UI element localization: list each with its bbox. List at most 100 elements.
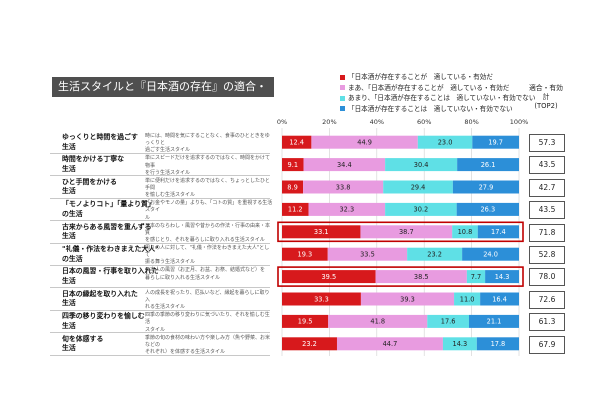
bar-segment	[385, 158, 458, 172]
bar-segment	[360, 225, 453, 239]
row-divider	[50, 287, 270, 289]
legend-item: あまり、「日本酒が存在することは 適していない・有効でない	[340, 93, 535, 104]
bar-segment	[472, 135, 519, 149]
data-label: 33.5	[360, 251, 375, 259]
bar-segment	[282, 180, 304, 194]
bar-segment	[282, 202, 309, 216]
bar-segment	[456, 202, 519, 216]
data-label: 38.7	[399, 228, 414, 236]
table-row: ひと手間をかける 生活 単に便利だけを追求するのではなく、ちょっとしたひと手間 を愉し…	[50, 177, 570, 199]
data-label: 39.3	[400, 295, 415, 303]
data-label: 39.5	[321, 273, 336, 281]
top2-value: 67.9	[529, 335, 565, 354]
bar-segment	[282, 270, 376, 284]
data-label: 32.3	[339, 206, 354, 214]
bar-segment	[311, 135, 418, 149]
data-label: 14.3	[495, 273, 510, 281]
legend-swatch	[340, 95, 345, 101]
legend-item: 「日本酒が存在することが 適している・有効だ	[340, 72, 535, 83]
highlight-box	[277, 266, 524, 287]
top2-header-line1: 適合・有効	[529, 84, 563, 92]
lifestyle-description: 季節の旬の食材の味わい方や楽しみ方（魚や野菜、お米などの それぞれ）を体感する生活…	[145, 334, 271, 355]
data-label: 8.9	[287, 183, 298, 191]
x-tick-label: 20%	[322, 118, 336, 126]
top2-header: 適合・有効 計 (TOP2)	[525, 84, 567, 111]
bar-segment	[407, 247, 463, 261]
data-label: 21.1	[487, 318, 502, 326]
x-tick-label: 60%	[417, 118, 431, 126]
data-label: 24.0	[483, 251, 498, 259]
data-label: 26.3	[480, 206, 495, 214]
data-label: 9.1	[288, 161, 299, 169]
lifestyle-description: 四季の季節の移り変わりに気づいたり、それを愉しむ生活 スタイル	[145, 312, 270, 333]
data-label: 19.7	[488, 139, 503, 147]
lifestyle-label: 日本の縁起を取り入れた 生活	[62, 289, 138, 308]
bar-segment	[466, 270, 486, 284]
bar-segment	[417, 135, 473, 149]
data-label: 11.0	[460, 295, 475, 303]
row-divider	[50, 309, 270, 311]
row-divider	[50, 153, 270, 154]
bar-segment	[308, 202, 386, 216]
data-label: 34.4	[337, 161, 352, 169]
lifestyle-description: 日本のならわし・風習や昔からの作法・行事の由来・本質 を感じとり、それを暮らしに取…	[145, 222, 271, 243]
bar-segment	[282, 135, 312, 149]
lifestyle-label: 時間をかける丁寧な 生活	[62, 155, 125, 173]
data-label: 29.4	[411, 183, 426, 191]
bar-segment	[442, 337, 477, 351]
lifestyle-description: 日本人の風習（お正月、お盆、お祭、結婚式など）を 暮らしに取り入れる生活スタイル	[145, 267, 266, 281]
data-label: 30.2	[414, 206, 429, 214]
lifestyle-description: 人の成長を祝ったり、厄払いなど、縁起を暮らしに取り入 れる生活スタイル	[145, 289, 270, 311]
bar-segment	[303, 180, 384, 194]
top2-value: 61.3	[529, 313, 565, 332]
chart-title: 生活スタイルと『日本酒の存在』の適合・有効度	[52, 77, 274, 113]
bar-segment	[282, 292, 361, 306]
legend-label: まあ、「日本酒が存在することが 適している・有効だ	[348, 83, 510, 92]
top2-value: 57.3	[529, 134, 565, 152]
bar-segment	[383, 180, 453, 194]
row-divider	[50, 242, 270, 244]
data-label: 23.0	[438, 139, 453, 147]
legend-label: あまり、「日本酒が存在することは 適していない・有効でない	[348, 94, 536, 102]
legend-swatch	[340, 74, 345, 80]
lifestyle-label: 四季の移り変わりを愉しむ 生活	[62, 312, 145, 330]
lifestyle-label: ゆっくりと時間を過ごす 生活	[62, 133, 138, 151]
top2-value: 52.8	[529, 246, 565, 264]
table-row: 時間をかける丁寧な 生活 単にスピードだけを追求するのではなく、時間をかけて物事 を行…	[50, 154, 570, 177]
bar-segment	[468, 314, 519, 328]
legend-item: 「日本酒が存在することは 適していない・有効でない	[340, 104, 535, 115]
lifestyle-label: ひと手間をかける 生活	[62, 177, 117, 196]
data-label: 17.6	[441, 318, 456, 326]
legend-swatch	[340, 85, 345, 91]
data-label: 17.4	[491, 228, 506, 236]
bar-segment	[385, 202, 457, 216]
highlight-box	[277, 221, 524, 243]
bar-segment	[303, 158, 386, 172]
legend: 「日本酒が存在することが 適している・有効だ まあ、「日本酒が存在することが 適し…	[340, 72, 535, 114]
lifestyle-description: 単に便利だけを追求するのではなく、ちょっとしたひと手間 を愉しむ生活スタイル	[145, 177, 270, 199]
table-row: 旬を体感する 生活 季節の旬の食材の味わい方や楽しみ方（魚や野菜、お米などの それぞれ…	[50, 334, 570, 356]
bar-segment	[375, 270, 467, 284]
data-label: 16.4	[492, 295, 507, 303]
bar-segment	[282, 337, 337, 351]
data-label: 14.3	[453, 340, 468, 348]
bar-segment	[336, 337, 443, 351]
table-row: 四季の移り変わりを愉しむ 生活 四季の季節の移り変わりに気づいたり、それを愉しむ生活…	[50, 311, 570, 334]
data-label: 44.9	[357, 139, 372, 147]
bar-segment	[480, 292, 519, 306]
row-divider	[50, 354, 270, 356]
top2-value: 72.6	[529, 290, 565, 309]
top2-value: 78.0	[529, 268, 565, 287]
data-label: 33.3	[314, 295, 329, 303]
table-row: 古来からある風習を重んずる 生活 日本のならわし・風習や昔からの作法・行事の由来・本…	[50, 222, 570, 244]
row-divider	[50, 197, 270, 199]
top2-header-line2: 計	[542, 93, 550, 101]
legend-item: まあ、「日本酒が存在することが 適している・有効だ	[340, 83, 535, 94]
data-label: 30.4	[414, 161, 429, 169]
data-label: 11.2	[288, 206, 303, 214]
data-label: 19.5	[298, 318, 313, 326]
top2-value: 71.8	[529, 223, 565, 242]
bar-segment	[282, 247, 328, 261]
bar-segment	[485, 270, 519, 284]
bar-segment	[282, 158, 304, 172]
